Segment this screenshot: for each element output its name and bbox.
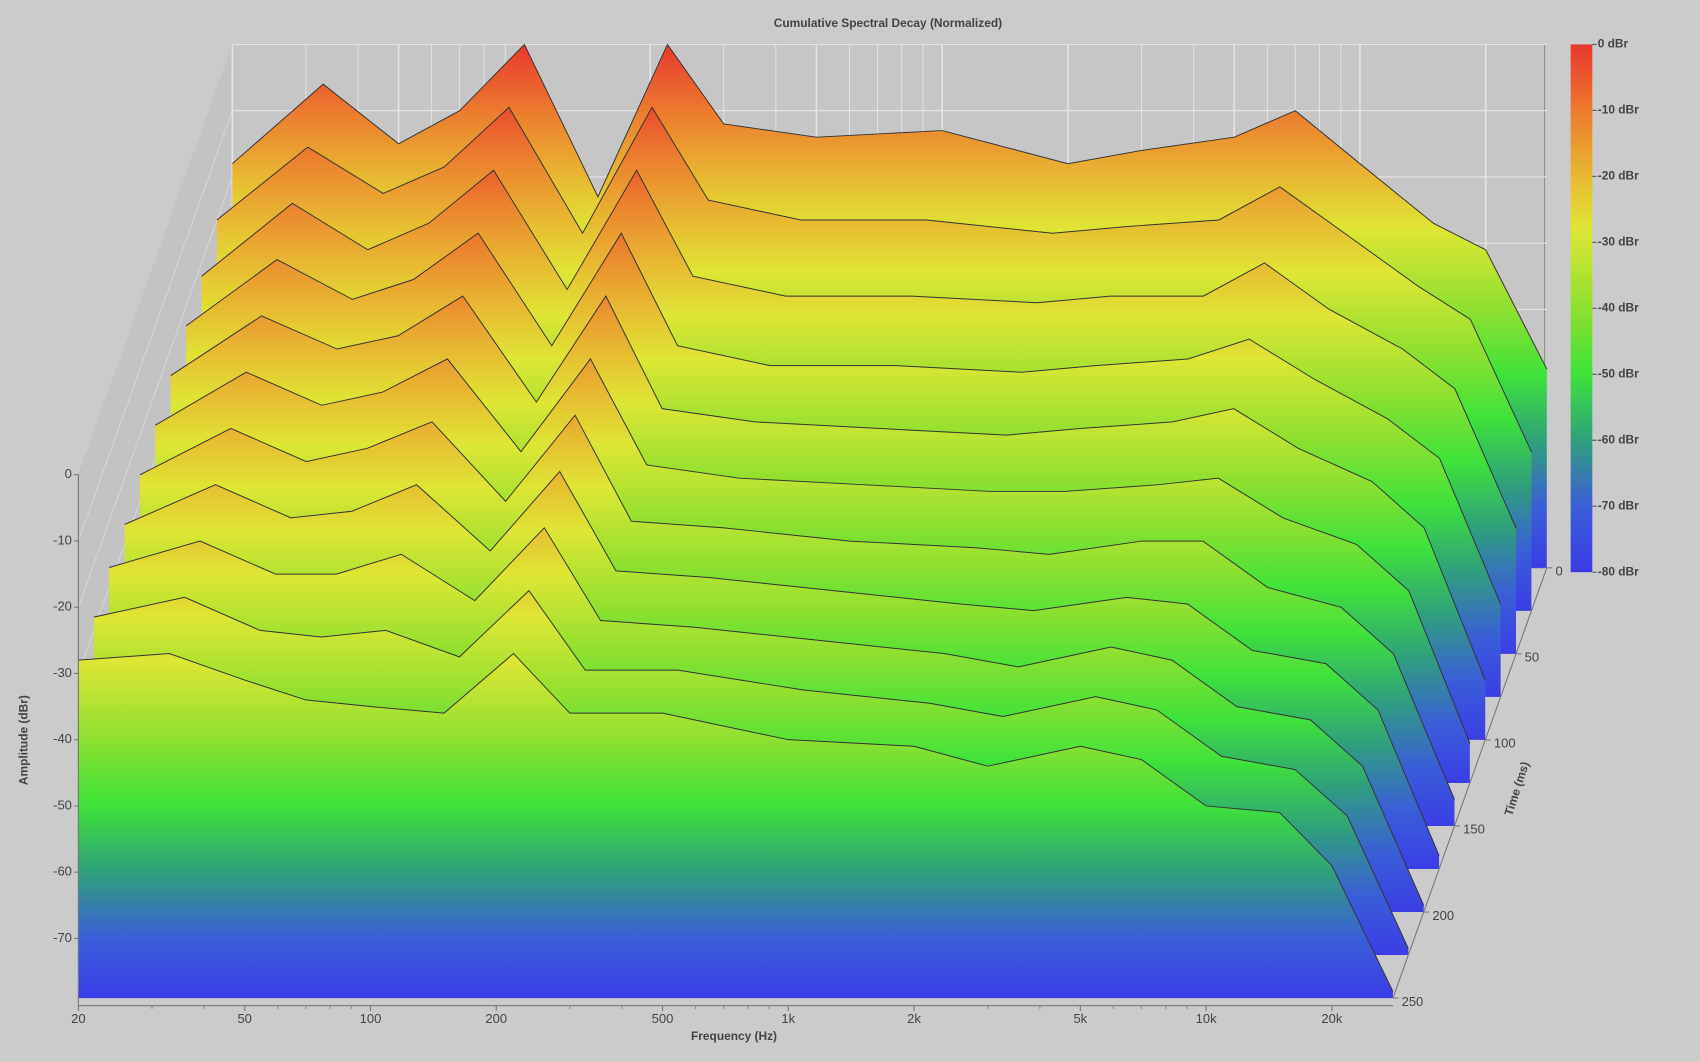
x-tick-label: 20	[71, 1011, 85, 1026]
z-tick-label: 250	[1402, 994, 1424, 1009]
x-tick-label: 20k	[1321, 1011, 1342, 1026]
y-tick-label: -20	[53, 599, 72, 614]
x-axis-label: Frequency (Hz)	[691, 1029, 777, 1043]
side-grid-line	[78, 44, 233, 475]
colorbar	[1570, 44, 1593, 573]
x-tick-label: 200	[485, 1011, 507, 1026]
y-tick-label: 0	[65, 466, 72, 481]
slice-line	[124, 470, 1440, 856]
colorbar-label: -50 dBr	[1598, 366, 1639, 380]
x-tick-label: 2k	[907, 1011, 921, 1026]
colorbar-label: -80 dBr	[1598, 564, 1639, 578]
z-tick-label: 100	[1494, 736, 1516, 751]
axes: 20 50 100 200 500 1k 2k 5k 10k 20k0-10-20-30-40-5…	[53, 37, 1639, 1027]
chart-title: Cumulative Spectral Decay (Normalized)	[774, 16, 1002, 30]
y-tick-label: -60	[53, 864, 72, 879]
slice-line	[216, 106, 1532, 453]
colorbar-label: -70 dBr	[1598, 498, 1639, 512]
y-tick-label: -30	[53, 665, 72, 680]
x-tick-label: 100	[360, 1011, 382, 1026]
slice-line	[78, 652, 1394, 992]
slice-line	[109, 526, 1425, 906]
colorbar-label: -20 dBr	[1598, 169, 1639, 183]
x-tick-label: 10k	[1196, 1011, 1217, 1026]
colorbar-label: -40 dBr	[1598, 300, 1639, 314]
x-tick-label: 5k	[1073, 1011, 1087, 1026]
z-tick-label: 0	[1555, 564, 1562, 579]
side-grid-line	[78, 176, 233, 608]
slice-line	[185, 232, 1502, 605]
slice-line	[231, 43, 1548, 370]
slices	[78, 43, 1548, 999]
slice-fill	[78, 653, 1393, 999]
x-tick-label: 1k	[781, 1011, 795, 1026]
slice-line	[139, 414, 1455, 800]
z-tick-label: 50	[1525, 650, 1539, 665]
z-axis-line	[1392, 567, 1548, 999]
colorbar-label: -60 dBr	[1598, 432, 1639, 446]
slice-line	[201, 169, 1517, 529]
slice-line	[155, 358, 1471, 744]
y-tick-label: -50	[53, 797, 72, 812]
x-tick-label: 50	[237, 1011, 251, 1026]
x-tick-label: 500	[652, 1011, 674, 1026]
slice-line	[170, 295, 1486, 681]
y-tick-label: -10	[53, 532, 72, 547]
colorbar-label: 0 dBr	[1598, 37, 1629, 51]
slice-line	[93, 589, 1409, 949]
y-axis-label: Amplitude (dBr)	[16, 695, 30, 785]
colorbar-label: -10 dBr	[1598, 103, 1639, 117]
colorbar-label: -30 dBr	[1598, 234, 1639, 248]
z-tick-label: 200	[1432, 908, 1454, 923]
y-tick-label: -40	[53, 731, 72, 746]
z-tick-label: 150	[1463, 822, 1485, 837]
y-tick-label: -70	[53, 930, 72, 945]
side-grid-line	[78, 110, 233, 542]
